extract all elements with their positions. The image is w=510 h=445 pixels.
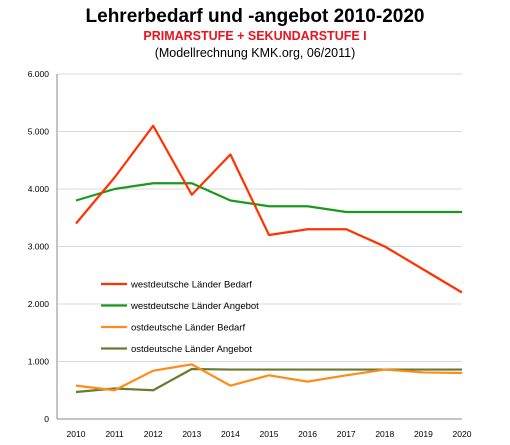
y-tick-labels: 0 1.000 2.000 3.000 4.000 5.000 6.000 [28, 69, 50, 424]
x-tick-label: 2012 [144, 429, 163, 439]
series-line [75, 182, 462, 214]
x-tick-label: 2018 [375, 429, 394, 439]
gridlines [57, 73, 462, 362]
y-tick-label: 5.000 [28, 127, 50, 137]
y-tick-label: 6.000 [28, 69, 50, 79]
x-tick-label: 2019 [414, 429, 433, 439]
x-tick-label: 2011 [105, 429, 124, 439]
y-tick-label: 2.000 [28, 299, 50, 309]
series-lines [75, 124, 463, 394]
series-line [75, 124, 463, 294]
x-tick-label: 2020 [453, 429, 472, 439]
y-tick-label: 0 [44, 414, 49, 424]
x-tick-labels: 2010 2011 2012 2013 2014 2015 2016 2017 2018 2019… [67, 429, 472, 439]
legend: westdeutsche Länder Bedarf westdeutsche L… [101, 280, 259, 355]
legend-label: westdeutsche Länder Bedarf [130, 280, 252, 291]
y-tick-label: 3.000 [28, 242, 50, 252]
x-tick-label: 2017 [337, 429, 356, 439]
series-line [75, 363, 463, 392]
x-tick-label: 2016 [298, 429, 317, 439]
axes [56, 74, 462, 420]
x-tick-label: 2013 [182, 429, 201, 439]
legend-label: ostdeutsche Länder Bedarf [131, 323, 245, 334]
legend-label: ostdeutsche Länder Angebot [131, 344, 252, 355]
chart-title: Lehrerbedarf und -angebot 2010-2020 [85, 6, 425, 27]
x-tick-label: 2014 [221, 429, 240, 439]
x-tick-label: 2015 [260, 429, 279, 439]
y-tick-label: 1.000 [28, 357, 50, 367]
x-tick-label: 2010 [67, 429, 86, 439]
legend-label: westdeutsche Länder Angebot [130, 301, 259, 312]
chart-subtitle: PRIMARSTUFE + SEKUNDARSTUFE I [143, 29, 367, 43]
chart-source-note: (Modellrechnung KMK.org, 06/2011) [154, 46, 356, 60]
y-tick-label: 4.000 [28, 184, 50, 194]
